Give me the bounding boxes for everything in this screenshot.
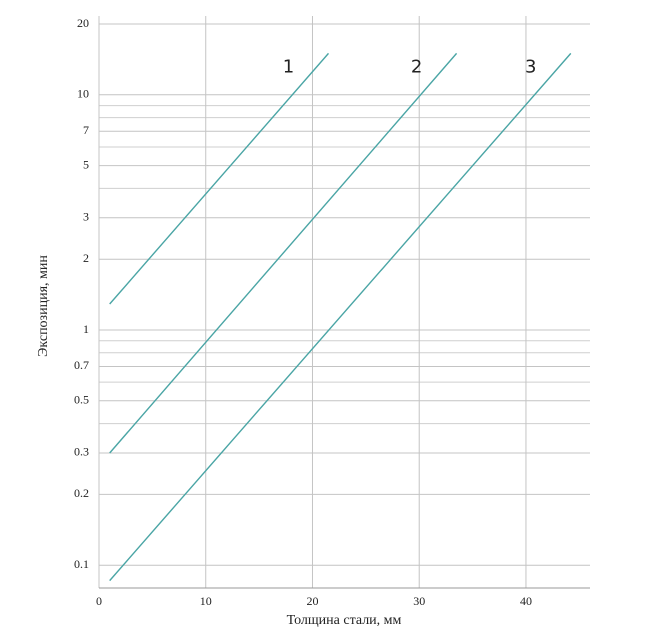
y-tick-label: 2 <box>83 251 89 265</box>
series-line <box>109 52 330 305</box>
series-line <box>109 52 458 454</box>
y-tick-label: 0.2 <box>74 486 89 500</box>
x-tick-label: 10 <box>200 594 212 608</box>
y-tick-label: 5 <box>83 157 89 171</box>
y-axis-label: Экспозиция, мин <box>36 255 51 357</box>
series-label: 1 <box>283 56 294 77</box>
y-tick-label: 1 <box>83 322 89 336</box>
x-tick-label: 0 <box>96 594 102 608</box>
x-tick-label: 30 <box>413 594 425 608</box>
y-tick-label: 0.3 <box>74 445 89 459</box>
series-line <box>109 52 572 582</box>
y-tick-label: 3 <box>83 210 89 224</box>
y-tick-label: 20 <box>77 16 89 30</box>
series-label: 2 <box>411 56 422 77</box>
y-tick-label: 7 <box>83 123 89 137</box>
y-tick-label: 10 <box>77 87 89 101</box>
y-tick-label: 0.7 <box>74 358 89 372</box>
x-tick-label: 20 <box>306 594 318 608</box>
x-axis-label: Толщина стали, мм <box>287 613 402 628</box>
series-label: 3 <box>525 56 536 77</box>
y-tick-label: 0.1 <box>74 557 89 571</box>
x-tick-label: 40 <box>520 594 532 608</box>
y-tick-label: 0.5 <box>74 393 89 407</box>
